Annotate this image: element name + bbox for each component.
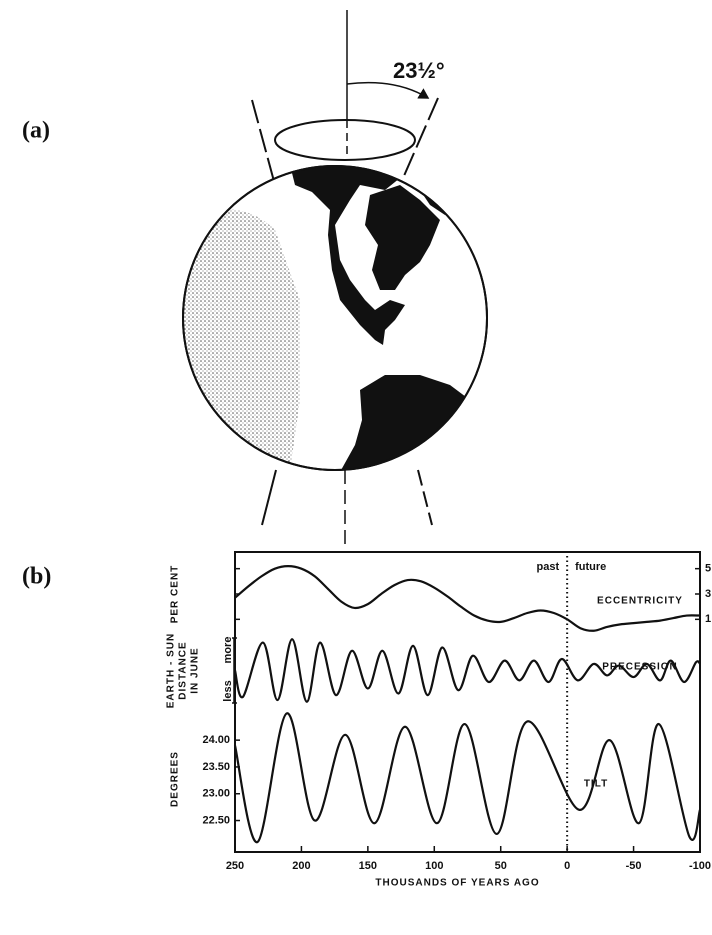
scale-label: less	[222, 680, 234, 701]
y-tick-label: 5	[705, 563, 711, 575]
x-tick-label: 250	[226, 860, 244, 872]
series-label: TILT	[584, 779, 608, 790]
annotation: past	[537, 561, 560, 573]
data-line	[233, 712, 702, 844]
tilt-angle-label: 23½°	[393, 58, 445, 83]
data-line	[234, 565, 701, 632]
x-tick-label: -50	[626, 860, 642, 872]
x-tick-label: 200	[292, 860, 310, 872]
series-label: ECCENTRICITY	[597, 596, 683, 607]
scale-label: more	[222, 637, 234, 664]
x-tick-label: 150	[359, 860, 377, 872]
y-tick-label: 3	[705, 588, 711, 600]
y-tick-label: 1	[705, 613, 711, 625]
y-axis-label: EARTH - SUN	[166, 633, 177, 708]
chart-frame	[234, 551, 701, 853]
scale-bracket	[232, 637, 237, 704]
x-tick-label: -100	[689, 860, 711, 872]
y-axis-label: IN JUNE	[190, 647, 201, 693]
data-line	[233, 638, 701, 703]
y-tick-label: 22.50	[202, 814, 230, 826]
y-tick-label: 24.00	[202, 734, 230, 746]
y-axis-label: PER CENT	[170, 565, 181, 624]
y-tick-label: 23.50	[202, 761, 230, 773]
x-tick-label: 0	[564, 860, 570, 872]
x-axis-label: THOUSANDS OF YEARS AGO	[375, 878, 539, 889]
panel-label: (b)	[22, 564, 51, 590]
annotation: future	[575, 561, 606, 573]
x-tick-label: 50	[495, 860, 507, 872]
globe-diagram	[182, 10, 488, 545]
y-axis-label: DEGREES	[170, 751, 181, 807]
panel-label: (a)	[22, 118, 50, 144]
y-axis-label: DISTANCE	[178, 641, 189, 699]
y-tick-label: 23.00	[202, 788, 230, 800]
series-label: PRECESSION	[602, 662, 678, 673]
x-tick-label: 100	[425, 860, 443, 872]
